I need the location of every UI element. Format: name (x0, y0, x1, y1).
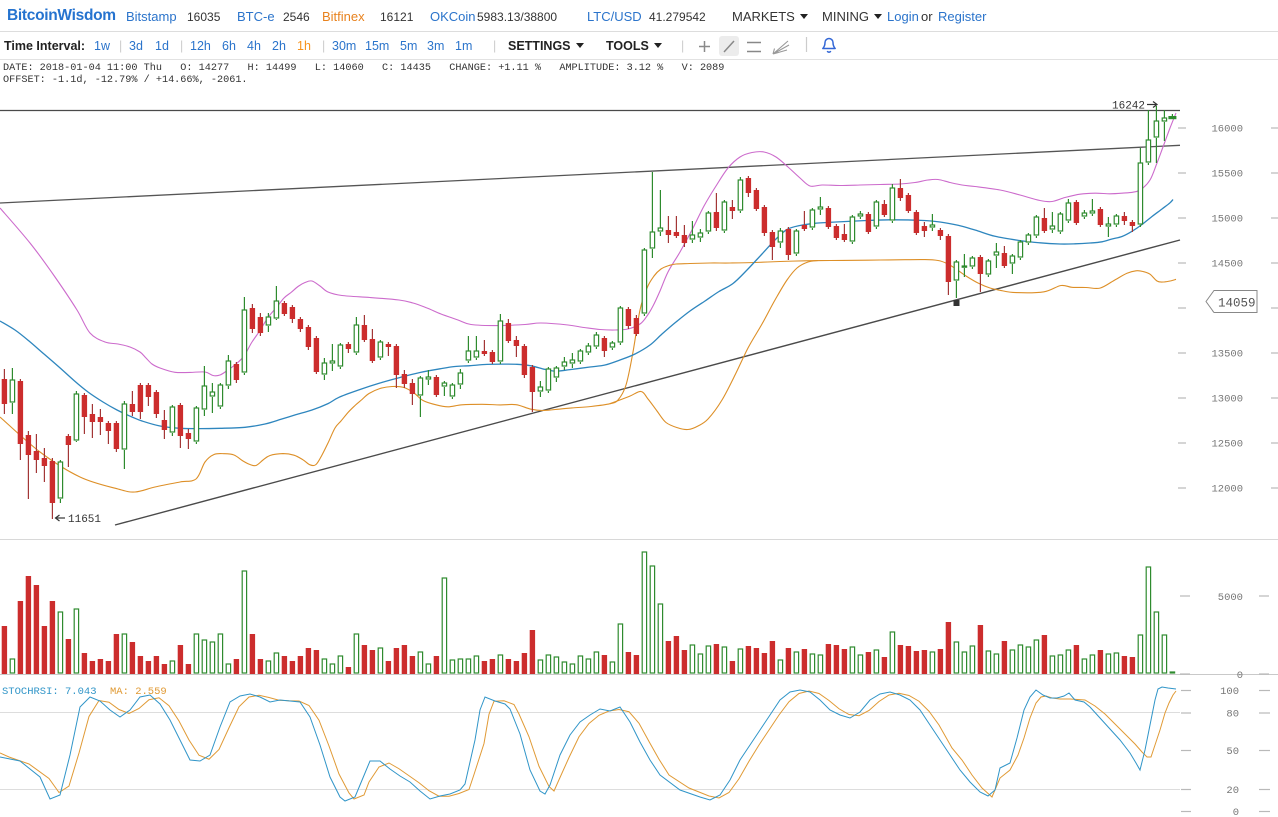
svg-text:15500: 15500 (1211, 169, 1243, 181)
svg-text:5000: 5000 (1218, 592, 1243, 604)
svg-text:14059: 14059 (1218, 297, 1256, 311)
svg-text:0: 0 (1237, 670, 1243, 682)
svg-text:16000: 16000 (1211, 124, 1243, 136)
svg-text:50: 50 (1226, 746, 1239, 758)
svg-text:MA: 2.559: MA: 2.559 (110, 686, 167, 698)
svg-text:0: 0 (1233, 807, 1239, 817)
svg-text:13000: 13000 (1211, 394, 1243, 406)
svg-text:12500: 12500 (1211, 439, 1243, 451)
svg-text:14500: 14500 (1211, 259, 1243, 271)
svg-text:15000: 15000 (1211, 214, 1243, 226)
svg-text:16242: 16242 (1112, 101, 1145, 113)
svg-text:11651: 11651 (68, 514, 101, 526)
svg-text:12000: 12000 (1211, 484, 1243, 496)
svg-text:80: 80 (1226, 709, 1239, 721)
svg-text:20: 20 (1226, 785, 1239, 797)
svg-text:100: 100 (1220, 686, 1239, 698)
svg-text:STOCHRSI: 7.043: STOCHRSI: 7.043 (2, 686, 97, 698)
svg-text:13500: 13500 (1211, 349, 1243, 361)
